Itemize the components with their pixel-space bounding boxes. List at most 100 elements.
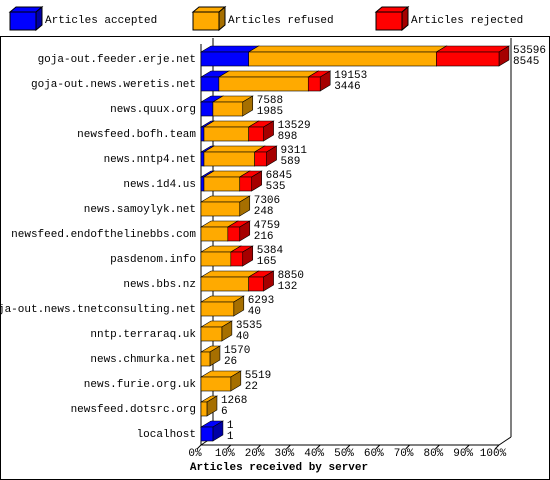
y-tick-label: news.chmurka.net — [90, 354, 196, 366]
legend-swatch — [375, 11, 403, 31]
x-tick — [464, 444, 470, 450]
value-label: 6293 — [248, 295, 274, 307]
bar — [200, 101, 214, 117]
bar — [200, 76, 220, 92]
bar — [200, 426, 214, 442]
bar — [200, 251, 232, 267]
value-label: 3446 — [334, 81, 360, 93]
value-label: 8850 — [278, 270, 304, 282]
x-tick-label: 20% — [245, 448, 265, 460]
x-tick — [226, 444, 232, 450]
bar — [200, 376, 232, 392]
value-label: 132 — [278, 281, 298, 293]
bar — [200, 126, 205, 142]
value-label: 1985 — [257, 106, 283, 118]
value-label: 40 — [236, 331, 249, 343]
y-tick-label: goja-out.feeder.erje.net — [38, 54, 196, 66]
value-label: 4759 — [254, 220, 280, 232]
x-tick-label: 40% — [304, 448, 324, 460]
y-tick-label: news.1d4.us — [123, 179, 196, 191]
x-tick — [375, 444, 381, 450]
y-tick-label: news.bbs.nz — [123, 279, 196, 291]
value-label: 248 — [254, 206, 274, 218]
y-tick-label: newsfeed.endofthelinebbs.com — [11, 229, 196, 241]
y-tick-label: nntp.terraraq.uk — [90, 329, 196, 341]
value-label: 26 — [224, 356, 237, 368]
value-label: 216 — [254, 231, 274, 243]
bar — [254, 151, 267, 167]
bar — [230, 251, 244, 267]
value-label: 6845 — [266, 170, 292, 182]
value-label: 1 — [227, 420, 234, 432]
bar — [200, 326, 223, 342]
bar-top-face — [217, 70, 320, 78]
x-tick-label: 0% — [188, 448, 202, 460]
bar-top-face — [202, 145, 266, 153]
bar — [200, 301, 235, 317]
value-label: 40 — [248, 306, 261, 318]
value-label: 589 — [281, 156, 301, 168]
x-tick-label: 30% — [274, 448, 294, 460]
value-label: 5384 — [257, 245, 284, 257]
value-label: 13529 — [278, 120, 311, 132]
value-label: 8545 — [513, 56, 539, 68]
bar — [248, 276, 264, 292]
x-tick — [315, 444, 321, 450]
value-label: 898 — [278, 131, 298, 143]
y-tick-label: newsfeed.bofh.team — [77, 129, 196, 141]
bar — [200, 176, 205, 192]
y-tick-label: pasdenom.info — [110, 254, 196, 266]
x-tick — [345, 444, 351, 450]
legend-label: Articles refused — [228, 15, 334, 27]
legend-label: Articles accepted — [45, 15, 157, 27]
value-label: 6 — [221, 406, 228, 418]
y-tick-label: news.nntp4.net — [104, 154, 196, 166]
y-tick-label: localhost — [137, 429, 196, 441]
x-tick — [405, 444, 410, 450]
bar — [203, 176, 241, 192]
bar — [212, 101, 244, 117]
x-tick — [196, 444, 202, 450]
bar — [200, 226, 229, 242]
legend-item: Articles refused — [191, 5, 334, 32]
x-tick-label: 70% — [394, 448, 414, 460]
x-tick-label: 50% — [334, 448, 354, 460]
value-label: 535 — [266, 181, 286, 193]
x-tick-label: 10% — [215, 448, 235, 460]
bar — [218, 76, 309, 92]
y-tick-label: newsfeed.dotsrc.org — [71, 404, 196, 416]
y-tick-label: news.quux.org — [110, 104, 196, 116]
value-label: 1 — [227, 431, 234, 443]
legend-item: Articles accepted — [8, 5, 157, 32]
bar — [200, 151, 205, 167]
bar — [200, 201, 241, 217]
y-tick-label: goja-out.news.weretis.net — [31, 79, 196, 91]
value-label: 5519 — [245, 370, 271, 382]
x-axis-label: Articles received by server — [190, 462, 368, 474]
value-label: 7306 — [254, 195, 280, 207]
bar — [200, 276, 249, 292]
legend-label: Articles rejected — [411, 15, 523, 27]
value-label: 9311 — [281, 145, 308, 157]
value-label: 7588 — [257, 95, 283, 107]
bar — [248, 126, 264, 142]
legend-swatch — [9, 11, 37, 31]
bar — [200, 401, 208, 417]
x-tick — [256, 444, 261, 450]
bar — [239, 176, 252, 192]
value-label: 22 — [245, 381, 258, 393]
value-label: 1268 — [221, 395, 247, 407]
y-tick-label: goja-out.news.tnetconsulting.net — [0, 304, 196, 316]
x-tick-label: 100% — [480, 448, 507, 460]
bar — [203, 126, 249, 142]
x-tick-label: 90% — [453, 448, 473, 460]
bar — [248, 51, 437, 67]
bar — [203, 151, 255, 167]
bar — [200, 351, 211, 367]
x-tick — [435, 444, 440, 450]
value-label: 3535 — [236, 320, 262, 332]
bar-top-face — [435, 45, 511, 53]
legend-item: Articles rejected — [374, 5, 523, 32]
x-tick-label: 80% — [423, 448, 443, 460]
